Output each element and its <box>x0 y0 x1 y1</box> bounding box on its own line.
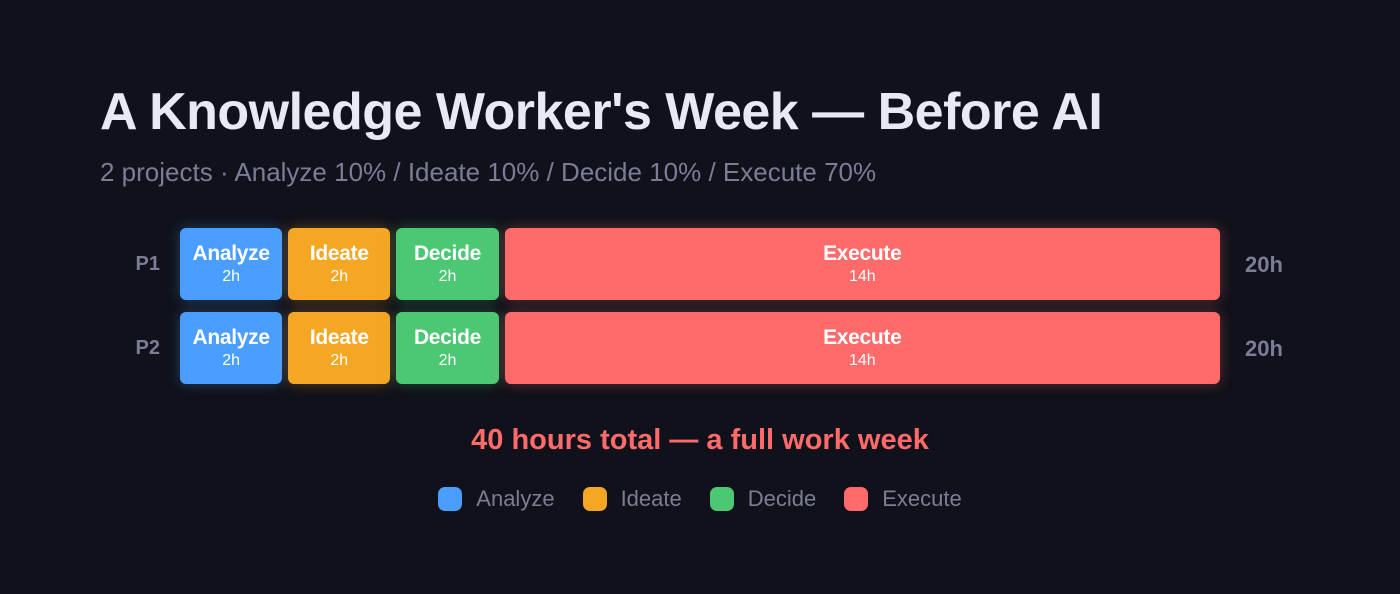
segment-label: Ideate <box>309 242 369 265</box>
segment-value-label: 2h <box>438 268 457 285</box>
bar-segment-analyze-p2: Analyze 2h <box>180 312 283 384</box>
bar-segment-ideate-p2: Ideate 2h <box>288 312 391 384</box>
legend-swatch <box>709 487 734 511</box>
segment-label: Execute <box>823 242 902 265</box>
legend-label: Execute <box>882 486 962 511</box>
segment-label: Ideate <box>309 326 369 349</box>
bar-segment-analyze-p1: Analyze 2h <box>180 228 283 300</box>
total-hours-note: 40 hours total — a full work week <box>471 424 929 456</box>
segment-label: Decide <box>413 326 482 349</box>
bar-segment-execute-p1: Execute 14h <box>504 228 1220 300</box>
bar-segment-execute-p2: Execute 14h <box>504 312 1220 384</box>
chart-title: A Knowledge Worker's Week — Before AI <box>100 83 1103 141</box>
segment-label: Analyze <box>192 242 270 265</box>
legend-swatch <box>582 487 607 511</box>
segment-value-label: 2h <box>330 352 349 369</box>
legend-label: Analyze <box>476 486 555 511</box>
legend-swatch <box>438 487 463 511</box>
segment-value-label: 2h <box>330 268 349 285</box>
legend-item-decide: Decide <box>709 486 817 512</box>
segment-value-label: 2h <box>222 352 240 369</box>
segment-label: Execute <box>823 326 902 349</box>
legend-item-execute: Execute <box>844 486 962 512</box>
segment-value-label: 2h <box>438 352 457 369</box>
bar-segment-decide-p2: Decide 2h <box>396 312 499 384</box>
segment-label: Analyze <box>192 326 270 349</box>
chart-legend: Analyze Ideate Decide Execute <box>0 486 1400 512</box>
bar-segment-decide-p1: Decide 2h <box>396 228 499 300</box>
row-label-p2: P2 <box>135 337 160 359</box>
row-total-p1: 20h <box>1245 252 1283 277</box>
segment-label: Decide <box>413 242 482 265</box>
legend-label: Decide <box>747 486 817 511</box>
legend-swatch <box>844 487 869 511</box>
legend-item-analyze: Analyze <box>438 486 555 512</box>
segment-value-label: 2h <box>222 268 240 285</box>
legend-label: Ideate <box>620 486 682 511</box>
bar-segment-ideate-p1: Ideate 2h <box>288 228 391 300</box>
segment-value-label: 14h <box>848 352 876 369</box>
segment-value-label: 14h <box>848 268 876 285</box>
chart-subtitle: 2 projects · Analyze 10% / Ideate 10% / … <box>100 157 877 187</box>
row-total-p2: 20h <box>1245 336 1283 361</box>
legend-item-ideate: Ideate <box>582 486 682 512</box>
row-label-p1: P1 <box>135 253 160 275</box>
